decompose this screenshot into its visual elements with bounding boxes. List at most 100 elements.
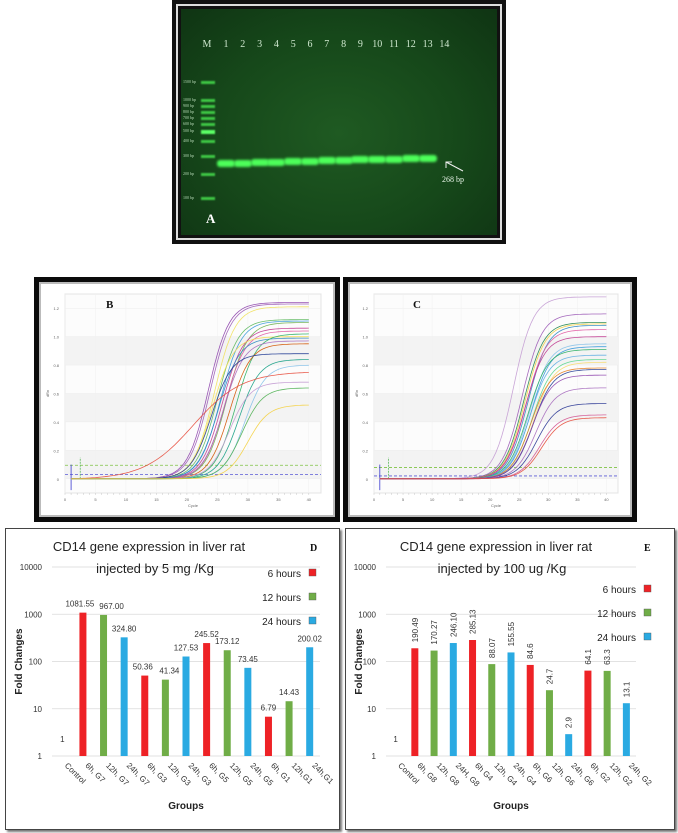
qpcr-panel-c: 0 0.2 0.4 0.6 0.8 1.0 1.2 0 5 10 15 20 25 30 35 40 Cycle… bbox=[343, 277, 637, 522]
dna-band bbox=[250, 159, 269, 167]
lane-label: 2 bbox=[240, 39, 246, 50]
dna-band bbox=[385, 155, 403, 163]
x-tick-label: 10 bbox=[430, 497, 435, 502]
ladder-band bbox=[201, 155, 215, 158]
y-tick-label: 0.6 bbox=[362, 392, 368, 397]
dna-band bbox=[301, 157, 319, 165]
data-label: 24.7 bbox=[545, 668, 554, 684]
data-label: 1 bbox=[393, 735, 398, 744]
data-label: 41.34 bbox=[159, 667, 180, 676]
x-tick-label: 15 bbox=[459, 497, 464, 502]
bar-chart-e: 1 10 100 1000 10000 CD14 gene expression in l… bbox=[354, 539, 654, 812]
lane-label: 9 bbox=[357, 39, 363, 50]
bar bbox=[285, 701, 293, 756]
ladder-size-label: 500 bp bbox=[183, 128, 194, 133]
bar bbox=[565, 734, 573, 756]
y-tick-label: 0.2 bbox=[53, 448, 59, 453]
lane-label: 12 bbox=[405, 39, 416, 50]
lane-label: 11 bbox=[389, 39, 399, 50]
grid-band bbox=[374, 336, 618, 366]
qpcr-panel-b: 0 0.2 0.4 0.6 0.8 1.0 1.2 0 5 10 15 20 25 30 35 40 Cycle… bbox=[34, 277, 340, 522]
ladder-size-label: 900 bp bbox=[183, 103, 194, 108]
ladder-band bbox=[201, 81, 215, 84]
x-tick-label: 5 bbox=[94, 497, 97, 502]
y-tick-label: 10 bbox=[367, 705, 376, 714]
legend-label: 6 hours bbox=[268, 569, 301, 580]
bar bbox=[622, 703, 630, 756]
legend-swatch bbox=[308, 616, 317, 625]
y-tick-label: 0.8 bbox=[53, 363, 59, 368]
bar bbox=[161, 679, 169, 756]
y-tick-label: 0.2 bbox=[362, 448, 368, 453]
dna-band bbox=[401, 155, 420, 163]
qpcr-plot-b-border: 0 0.2 0.4 0.6 0.8 1.0 1.2 0 5 10 15 20 25 30 35 40 Cycle… bbox=[39, 282, 335, 517]
y-tick-label: 1.0 bbox=[362, 335, 368, 340]
panel-label: D bbox=[310, 543, 317, 554]
category-label: 6h, G8 bbox=[415, 761, 439, 785]
chart-subtitle: injected by 100 ug /Kg bbox=[438, 561, 567, 576]
bar-panel-e: 1 10 100 1000 10000 CD14 gene expression in l… bbox=[345, 528, 675, 830]
bar bbox=[203, 643, 211, 756]
category-label: 12h,G1 bbox=[290, 761, 315, 786]
dna-band bbox=[351, 156, 370, 164]
dna-band bbox=[334, 156, 353, 164]
qpcr-plot-c-border: 0 0.2 0.4 0.6 0.8 1.0 1.2 0 5 10 15 20 25 30 35 40 Cycle… bbox=[348, 282, 632, 517]
legend-label: 12 hours bbox=[262, 593, 301, 604]
band-size-label: 268 bp bbox=[442, 175, 464, 184]
amplification-plot-c: 0 0.2 0.4 0.6 0.8 1.0 1.2 0 5 10 15 20 25 30 35 40 Cycle… bbox=[354, 293, 619, 508]
x-tick-label: 25 bbox=[517, 497, 522, 502]
ladder-band bbox=[201, 117, 215, 120]
data-label: 190.49 bbox=[411, 617, 420, 642]
y-tick-label: 0.8 bbox=[362, 363, 368, 368]
category-label: Control bbox=[63, 761, 88, 786]
y-tick-label: 100 bbox=[29, 658, 43, 667]
legend-label: 24 hours bbox=[262, 617, 301, 628]
category-label: 6h, G7 bbox=[84, 761, 108, 785]
ladder-band bbox=[201, 111, 215, 114]
ladder-size-label: 1000 bp bbox=[183, 97, 196, 102]
ladder-size-label: 600 bp bbox=[183, 121, 194, 126]
y-tick-label: 1000 bbox=[358, 610, 376, 619]
ladder-size-label: 700 bp bbox=[183, 115, 194, 120]
data-label: 155.55 bbox=[507, 621, 516, 646]
bar bbox=[411, 648, 419, 756]
x-tick-label: 20 bbox=[488, 497, 493, 502]
data-label: 246.10 bbox=[449, 612, 458, 637]
dna-band bbox=[317, 157, 336, 165]
data-label: 64.1 bbox=[584, 649, 593, 665]
data-label: 285.13 bbox=[469, 609, 478, 634]
lane-label: 6 bbox=[307, 39, 313, 50]
x-tick-label: 35 bbox=[276, 497, 281, 502]
x-tick-label: 30 bbox=[246, 497, 251, 502]
x-tick-label: 20 bbox=[185, 497, 190, 502]
category-label: 24h,G1 bbox=[310, 761, 335, 786]
y-tick-label: 100 bbox=[363, 658, 377, 667]
data-label: 200.02 bbox=[297, 634, 322, 643]
y-tick-label: 0 bbox=[57, 477, 60, 482]
bar bbox=[526, 664, 534, 756]
ladder-size-label: 300 bp bbox=[183, 153, 194, 158]
dna-band bbox=[233, 159, 252, 167]
y-axis-label: dRn bbox=[354, 390, 359, 397]
data-label: 1 bbox=[60, 735, 65, 744]
dna-band bbox=[368, 155, 387, 163]
ladder-band bbox=[201, 99, 215, 102]
y-tick-label: 1.0 bbox=[53, 335, 59, 340]
bar bbox=[141, 675, 149, 756]
ladder-size-label: 400 bp bbox=[183, 138, 194, 143]
x-tick-label: 15 bbox=[154, 497, 159, 502]
x-tick-label: 0 bbox=[373, 497, 376, 502]
ladder-band bbox=[201, 140, 215, 143]
x-axis-label: Cycle bbox=[188, 503, 199, 508]
dna-band bbox=[284, 158, 303, 166]
legend-label: 6 hours bbox=[603, 585, 636, 596]
data-label: 170.27 bbox=[430, 620, 439, 645]
lane-label: 3 bbox=[257, 39, 263, 50]
bar bbox=[100, 614, 108, 756]
lane-label: 1 bbox=[223, 39, 229, 50]
legend-swatch bbox=[308, 592, 317, 601]
x-axis-label: Cycle bbox=[491, 503, 502, 508]
marker-lane-label: M bbox=[202, 39, 212, 50]
data-label: 967.00 bbox=[99, 602, 124, 611]
lane-label: 10 bbox=[372, 39, 383, 50]
